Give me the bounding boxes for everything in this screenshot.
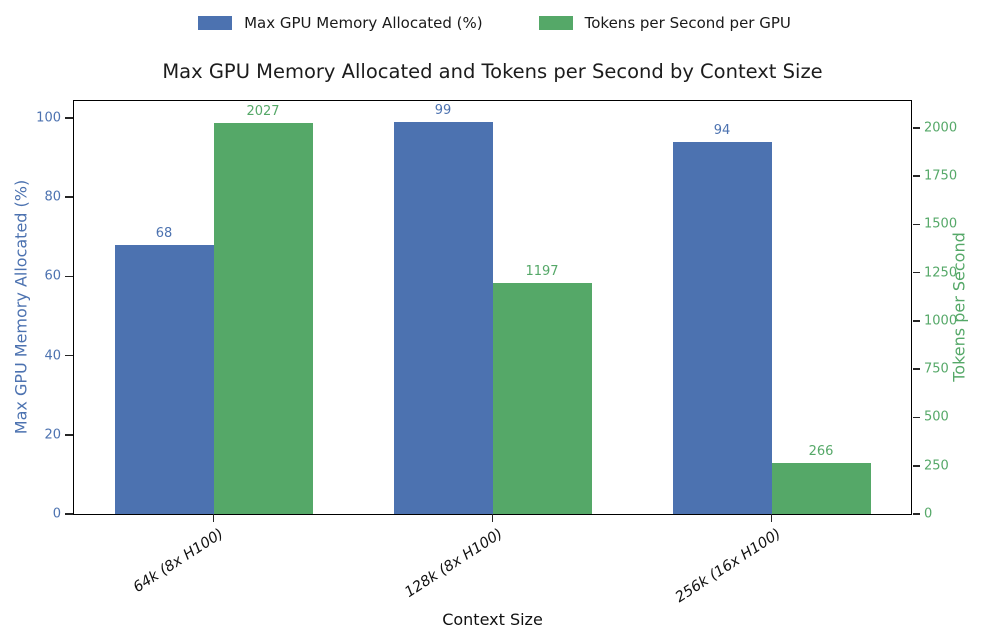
left-axis-tick-label: 100: [36, 110, 61, 126]
right-axis-tick-label: 1250: [924, 265, 958, 281]
left-axis-tick-label: 0: [52, 506, 61, 522]
left-axis-tick-label: 60: [44, 268, 61, 284]
left-axis-tick-mark: [65, 354, 73, 357]
legend-item-tokens: Tokens per Second per GPU: [538, 14, 791, 32]
bar-tokens: [213, 122, 313, 514]
legend-label-tokens: Tokens per Second per GPU: [584, 14, 791, 32]
left-axis-tick-mark: [65, 196, 73, 198]
bar-value-label: 68: [155, 225, 173, 241]
right-axis-tick-label: 2000: [924, 120, 958, 136]
bar-value-label: 94: [713, 122, 731, 138]
left-axis-tick-mark: [65, 434, 73, 436]
left-axis-tick-mark: [65, 117, 73, 119]
x-axis-tick-mark: [212, 514, 215, 522]
right-axis-tick-label: 750: [924, 361, 949, 377]
x-axis-tick-label: 128k (8x H100): [401, 526, 506, 601]
right-axis-tick-mark: [912, 416, 920, 419]
bar-value-label: 2027: [246, 103, 280, 119]
x-axis-tick-label: 64k (8x H100): [130, 526, 227, 596]
right-axis-tick-mark: [912, 513, 920, 515]
left-axis-tick-label: 40: [44, 348, 61, 364]
x-axis-tick-label: 256k (16x H100): [672, 526, 785, 606]
right-axis-tick-label: 1500: [924, 216, 958, 232]
left-axis-tick-label: 20: [44, 427, 61, 443]
right-axis-tick-mark: [912, 127, 920, 129]
left-axis-tick-label: 80: [44, 189, 61, 205]
plot-area: 0 20 40 60 80 100 0 250 500 750 1000 1250 1500 1750 20…: [36, 100, 957, 606]
x-axis-tick-mark: [770, 514, 773, 522]
legend-item-memory: Max GPU Memory Allocated (%): [198, 14, 483, 32]
right-axis-tick-mark: [912, 175, 920, 177]
right-axis-tick-mark: [912, 464, 920, 467]
bar-tokens: [771, 462, 871, 514]
legend-swatch-tokens-icon: [538, 16, 573, 30]
left-axis-tick-mark: [65, 513, 73, 515]
bar-memory: [114, 244, 214, 514]
bar-memory: [393, 122, 493, 514]
legend: Max GPU Memory Allocated (%) Tokens per …: [0, 14, 989, 32]
left-axis-label: Max GPU Memory Allocated (%): [11, 179, 31, 435]
right-axis-tick-label: 250: [924, 458, 949, 474]
legend-swatch-memory-icon: [198, 16, 233, 30]
right-axis-tick-mark: [912, 223, 920, 226]
right-axis-tick-mark: [912, 320, 920, 322]
legend-label-memory: Max GPU Memory Allocated (%): [244, 14, 483, 32]
right-axis-tick-mark: [912, 368, 920, 370]
x-axis-label: Context Size: [442, 610, 543, 629]
right-axis-tick-label: 500: [924, 409, 949, 425]
bar-value-label: 1197: [525, 263, 559, 279]
right-axis-tick-label: 1750: [924, 168, 958, 184]
right-axis-tick-label: 0: [924, 506, 933, 522]
bar-memory: [672, 141, 772, 514]
right-axis-label: Tokens per Second: [949, 232, 969, 382]
right-axis-tick-mark: [912, 271, 920, 274]
bar-tokens: [492, 282, 592, 514]
x-axis-tick-mark: [491, 514, 494, 522]
bar-value-label: 99: [434, 103, 452, 118]
bar-value-label: 266: [808, 443, 834, 459]
left-axis-tick-mark: [65, 275, 73, 278]
chart-title: Max GPU Memory Allocated and Tokens per …: [162, 60, 823, 83]
right-axis-tick-label: 1000: [924, 313, 958, 329]
